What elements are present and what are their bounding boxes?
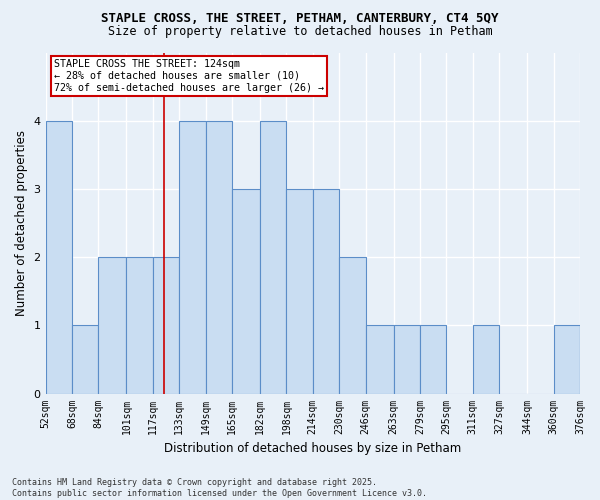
Text: STAPLE CROSS, THE STREET, PETHAM, CANTERBURY, CT4 5QY: STAPLE CROSS, THE STREET, PETHAM, CANTER…: [101, 12, 499, 26]
X-axis label: Distribution of detached houses by size in Petham: Distribution of detached houses by size …: [164, 442, 461, 455]
Y-axis label: Number of detached properties: Number of detached properties: [15, 130, 28, 316]
Bar: [365, 326, 394, 394]
Bar: [179, 120, 206, 394]
Bar: [72, 326, 98, 394]
Bar: [473, 326, 499, 394]
Bar: [98, 257, 127, 394]
Text: STAPLE CROSS THE STREET: 124sqm
← 28% of detached houses are smaller (10)
72% of: STAPLE CROSS THE STREET: 124sqm ← 28% of…: [53, 60, 323, 92]
Bar: [46, 120, 72, 394]
Bar: [580, 326, 600, 394]
Bar: [153, 257, 179, 394]
Bar: [394, 326, 420, 394]
Bar: [286, 189, 313, 394]
Bar: [260, 120, 286, 394]
Bar: [127, 257, 153, 394]
Bar: [206, 120, 232, 394]
Bar: [420, 326, 446, 394]
Bar: [232, 189, 260, 394]
Text: Size of property relative to detached houses in Petham: Size of property relative to detached ho…: [107, 25, 493, 38]
Bar: [313, 189, 339, 394]
Bar: [339, 257, 365, 394]
Text: Contains HM Land Registry data © Crown copyright and database right 2025.
Contai: Contains HM Land Registry data © Crown c…: [12, 478, 427, 498]
Bar: [554, 326, 580, 394]
